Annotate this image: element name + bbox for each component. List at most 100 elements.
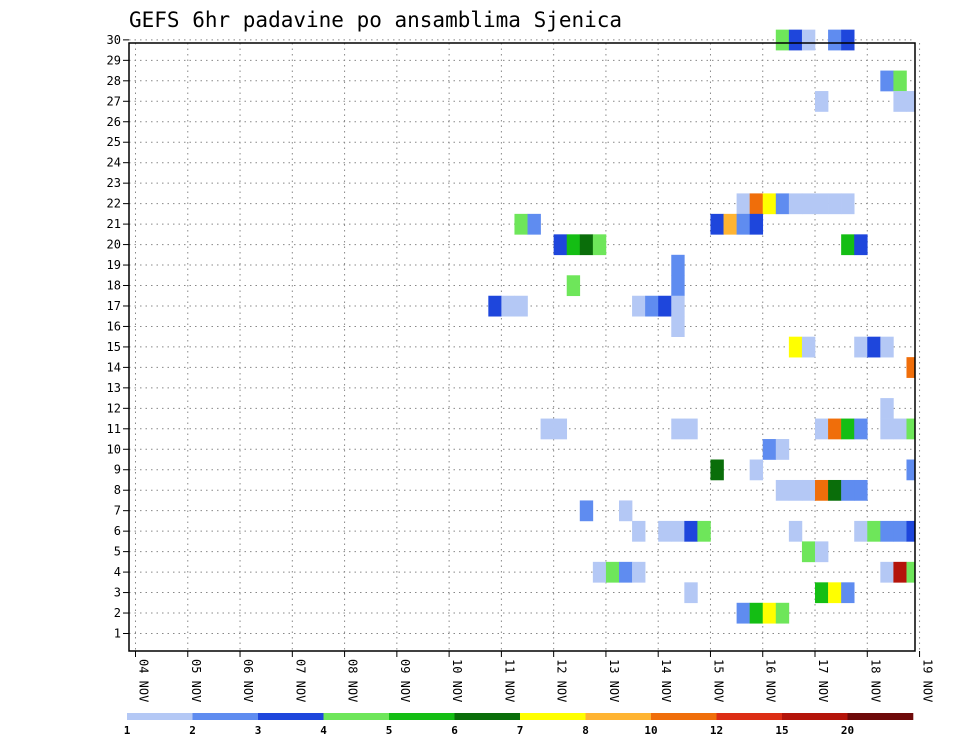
x-tick-label: 16 NOV bbox=[764, 659, 778, 702]
y-tick-label: 21 bbox=[107, 217, 121, 231]
data-cell bbox=[906, 91, 915, 112]
legend-label: 7 bbox=[517, 724, 524, 737]
data-cell bbox=[671, 316, 685, 337]
data-cell bbox=[801, 541, 816, 563]
data-cell bbox=[775, 479, 790, 501]
y-tick-label: 9 bbox=[114, 463, 121, 477]
data-cell bbox=[906, 561, 915, 583]
data-cell bbox=[893, 520, 907, 542]
legend-swatch bbox=[323, 713, 390, 720]
data-cell bbox=[762, 439, 777, 460]
y-tick-label: 2 bbox=[114, 606, 121, 620]
legend-swatch bbox=[520, 713, 586, 720]
data-cell bbox=[736, 602, 750, 624]
data-cells bbox=[488, 29, 915, 624]
x-tick-label: 06 NOV bbox=[241, 659, 255, 702]
data-cell bbox=[540, 418, 554, 440]
data-cell bbox=[501, 295, 515, 317]
y-tick-label: 15 bbox=[107, 340, 121, 354]
y-tick-label: 5 bbox=[114, 545, 121, 559]
data-cell bbox=[815, 193, 829, 215]
data-cell bbox=[841, 29, 855, 51]
y-tick-label: 25 bbox=[107, 135, 121, 149]
data-cell bbox=[841, 418, 855, 440]
data-cell bbox=[788, 336, 803, 358]
data-cell bbox=[671, 275, 685, 297]
data-cell bbox=[566, 234, 581, 256]
data-cell bbox=[867, 336, 881, 358]
y-tick-label: 3 bbox=[114, 586, 121, 600]
y-tick-label: 8 bbox=[114, 483, 121, 497]
data-cell bbox=[828, 418, 842, 440]
y-tick-label: 17 bbox=[107, 299, 121, 313]
data-cell bbox=[854, 418, 868, 440]
y-tick-label: 13 bbox=[107, 381, 121, 395]
data-cell bbox=[854, 234, 868, 256]
data-cell bbox=[671, 520, 685, 542]
legend-label: 4 bbox=[320, 724, 327, 737]
data-cell bbox=[801, 336, 816, 358]
y-tick-label: 14 bbox=[107, 360, 121, 374]
legend-swatch bbox=[847, 713, 914, 720]
data-cell bbox=[828, 29, 842, 51]
data-cell bbox=[815, 582, 829, 604]
data-cell bbox=[854, 479, 868, 501]
data-cell bbox=[514, 213, 528, 235]
x-tick-label: 08 NOV bbox=[346, 659, 360, 702]
legend-swatch bbox=[258, 713, 324, 720]
legend-label: 1 bbox=[124, 724, 131, 737]
data-cell bbox=[632, 561, 646, 583]
data-cell bbox=[841, 479, 855, 501]
legend-label: 15 bbox=[775, 724, 788, 737]
x-tick-label: 17 NOV bbox=[816, 659, 830, 702]
data-cell bbox=[775, 439, 790, 460]
x-tick-label: 10 NOV bbox=[450, 659, 464, 702]
legend-label: 5 bbox=[386, 724, 393, 737]
data-cell bbox=[749, 459, 764, 481]
data-cell bbox=[841, 234, 855, 256]
data-cell bbox=[710, 213, 724, 235]
y-tick-label: 6 bbox=[114, 524, 121, 538]
data-cell bbox=[893, 418, 907, 440]
legend-swatch bbox=[716, 713, 783, 720]
data-cell bbox=[906, 520, 915, 542]
x-tick-label: 15 NOV bbox=[711, 659, 725, 702]
x-tick-label: 11 NOV bbox=[502, 659, 516, 702]
legend-label: 2 bbox=[189, 724, 196, 737]
y-tick-label: 24 bbox=[107, 156, 121, 170]
data-cell bbox=[815, 479, 829, 501]
data-cell bbox=[749, 602, 764, 624]
data-cell bbox=[605, 561, 620, 583]
data-cell bbox=[632, 520, 646, 542]
color-legend: 1 2 3 4 5 6 7 8 10 12 15 20 bbox=[124, 713, 914, 737]
data-cell bbox=[762, 193, 777, 215]
data-cell bbox=[762, 602, 777, 624]
legend-label: 3 bbox=[255, 724, 262, 737]
y-tick-label: 18 bbox=[107, 279, 121, 293]
data-cell bbox=[880, 561, 894, 583]
legend-swatch bbox=[585, 713, 652, 720]
data-cell bbox=[841, 193, 855, 215]
data-cell bbox=[788, 193, 803, 215]
data-cell bbox=[788, 520, 803, 542]
data-cell bbox=[788, 29, 803, 51]
data-cell bbox=[801, 193, 816, 215]
data-cell bbox=[841, 582, 855, 604]
data-cell bbox=[592, 234, 607, 256]
x-tick-label: 09 NOV bbox=[398, 659, 412, 702]
data-cell bbox=[828, 193, 842, 215]
data-cell bbox=[684, 520, 698, 542]
x-tick-label: 19 NOV bbox=[921, 659, 935, 702]
data-cell bbox=[658, 295, 672, 317]
data-cell bbox=[893, 70, 907, 92]
data-cell bbox=[906, 459, 915, 481]
y-tick-label: 23 bbox=[107, 176, 121, 190]
data-cell bbox=[854, 336, 868, 358]
data-cell bbox=[697, 520, 711, 542]
legend-swatch bbox=[454, 713, 521, 720]
data-cell bbox=[618, 500, 633, 522]
data-cell bbox=[736, 213, 750, 235]
data-cell bbox=[854, 520, 868, 542]
legend-swatch bbox=[389, 713, 455, 720]
data-cell bbox=[801, 29, 816, 51]
